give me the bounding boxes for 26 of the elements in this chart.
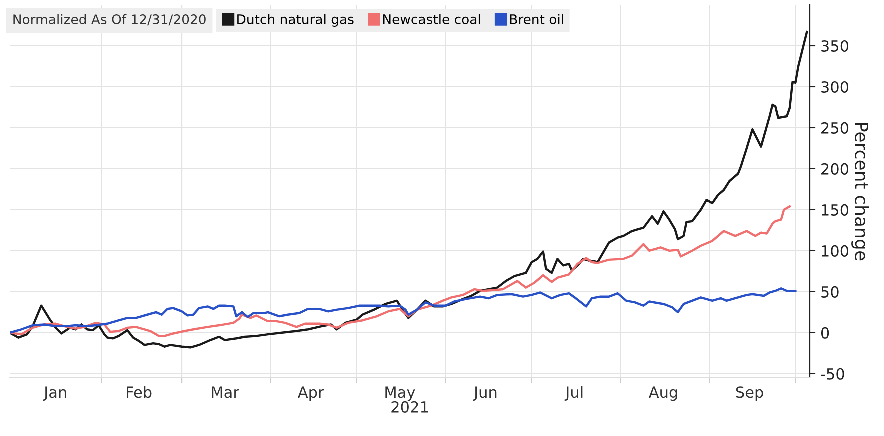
x-tick-label: Sep [736,386,764,402]
y-tick-label: 100 [822,245,849,257]
legend-label: Newcastle coal [383,14,480,24]
y-tick-label: 200 [822,163,849,175]
legend-label: Dutch natural gas [238,14,354,28]
y-tick-label: 50 [822,286,839,298]
line-series [10,206,792,338]
y-axis-title: Percent change [852,123,870,261]
x-tick-label: Apr [298,386,324,402]
y-tick-label: 350 [822,40,849,52]
line-series [10,288,797,334]
x-tick-label: Feb [127,386,152,398]
y-tick-label: 0 [821,327,830,339]
x-tick-label: Aug [648,386,678,402]
legend-label: Brent oil [510,14,564,24]
x-axis-title: 2021 [392,401,428,413]
x-tick-label: Jun [473,386,497,401]
y-tick-label: 150 [822,204,849,216]
x-tick-label: Jul [564,386,583,401]
text: Normalized As Of 12/31/2020 [14,14,206,26]
x-tick-label: Mar [212,386,240,398]
y-tick-label: -50 [821,368,844,380]
x-tick-label: Jan [43,386,66,401]
y-tick-label: 300 [822,81,849,93]
x-tick-label: May [386,386,416,402]
y-tick-label: 250 [822,122,849,134]
